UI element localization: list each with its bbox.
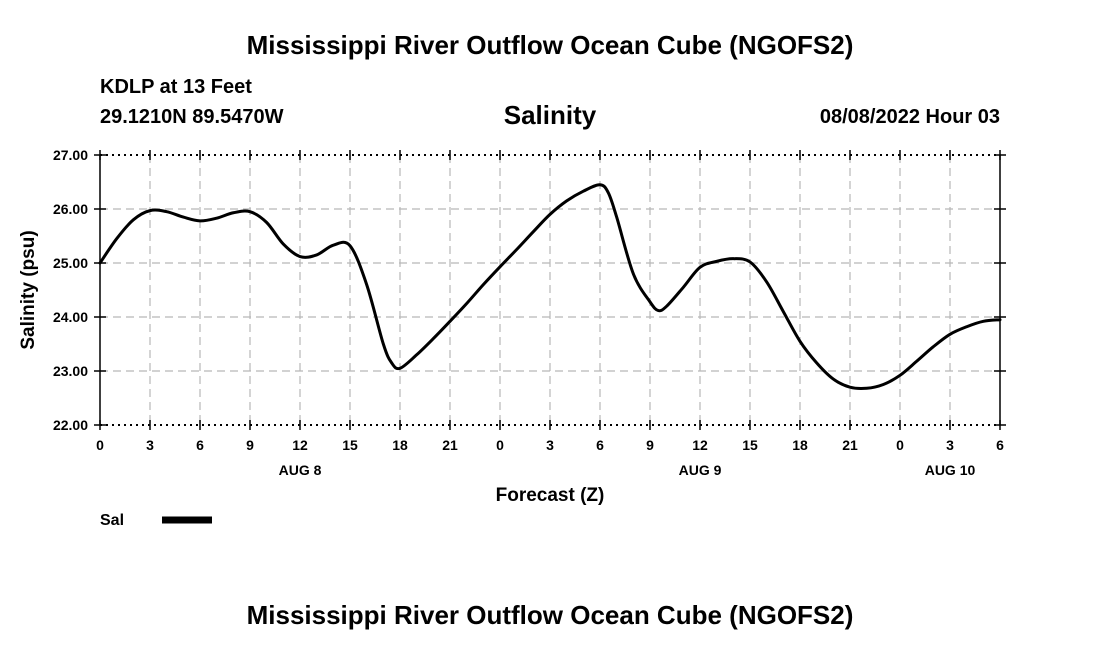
x-axis-title: Forecast (Z) xyxy=(496,485,605,506)
legend-label: Sal xyxy=(100,512,124,529)
x-tick-label: 15 xyxy=(742,437,758,453)
x-tick-label: 9 xyxy=(246,437,254,453)
series-layer xyxy=(98,183,1002,391)
x-tick-label: 18 xyxy=(792,437,808,453)
main-title: Mississippi River Outflow Ocean Cube (NG… xyxy=(246,30,854,60)
x-tick-label: 6 xyxy=(996,437,1004,453)
station-name: KDLP at 13 Feet xyxy=(100,76,252,98)
x-tick-label: 0 xyxy=(496,437,504,453)
run-time: 08/08/2022 Hour 03 xyxy=(819,106,1000,128)
y-axis-title: Salinity (psu) xyxy=(18,230,39,349)
x-tick-label: 0 xyxy=(896,437,904,453)
x-tick-label: 21 xyxy=(442,437,458,453)
x-tick-label: 12 xyxy=(692,437,708,453)
chart-title: Salinity xyxy=(503,100,597,130)
x-tick-label: 0 xyxy=(96,437,104,453)
y-tick-label: 26.00 xyxy=(53,201,88,217)
bottom-title: Mississippi River Outflow Ocean Cube (NG… xyxy=(246,600,854,630)
y-tick-label: 23.00 xyxy=(53,363,88,379)
x-tick-label: 18 xyxy=(392,437,408,453)
x-tick-label: 21 xyxy=(842,437,858,453)
x-tick-label: 15 xyxy=(342,437,358,453)
grid-layer xyxy=(100,155,1000,425)
legend: Sal xyxy=(100,512,212,529)
axes-layer xyxy=(94,150,1006,430)
day-label: AUG 8 xyxy=(279,462,322,478)
x-tick-label: 3 xyxy=(946,437,954,453)
day-label: AUG 10 xyxy=(925,462,976,478)
labels-layer: 0 3 6 9 12 15 18 21 0 3 6 9 12 15 18 21 0 3 6 22.00 23.00 24.… xyxy=(18,147,1004,506)
y-tick-label: 27.00 xyxy=(53,147,88,163)
series-line-sal xyxy=(98,183,1002,391)
y-tick-label: 22.00 xyxy=(53,417,88,433)
x-tick-label: 6 xyxy=(596,437,604,453)
y-tick-label: 25.00 xyxy=(53,255,88,271)
x-tick-label: 3 xyxy=(546,437,554,453)
x-tick-label: 9 xyxy=(646,437,654,453)
x-tick-label: 12 xyxy=(292,437,308,453)
x-tick-label: 6 xyxy=(196,437,204,453)
day-label: AUG 9 xyxy=(679,462,722,478)
x-tick-label: 3 xyxy=(146,437,154,453)
station-coords: 29.1210N 89.5470W xyxy=(100,106,284,128)
y-tick-label: 24.00 xyxy=(53,309,88,325)
